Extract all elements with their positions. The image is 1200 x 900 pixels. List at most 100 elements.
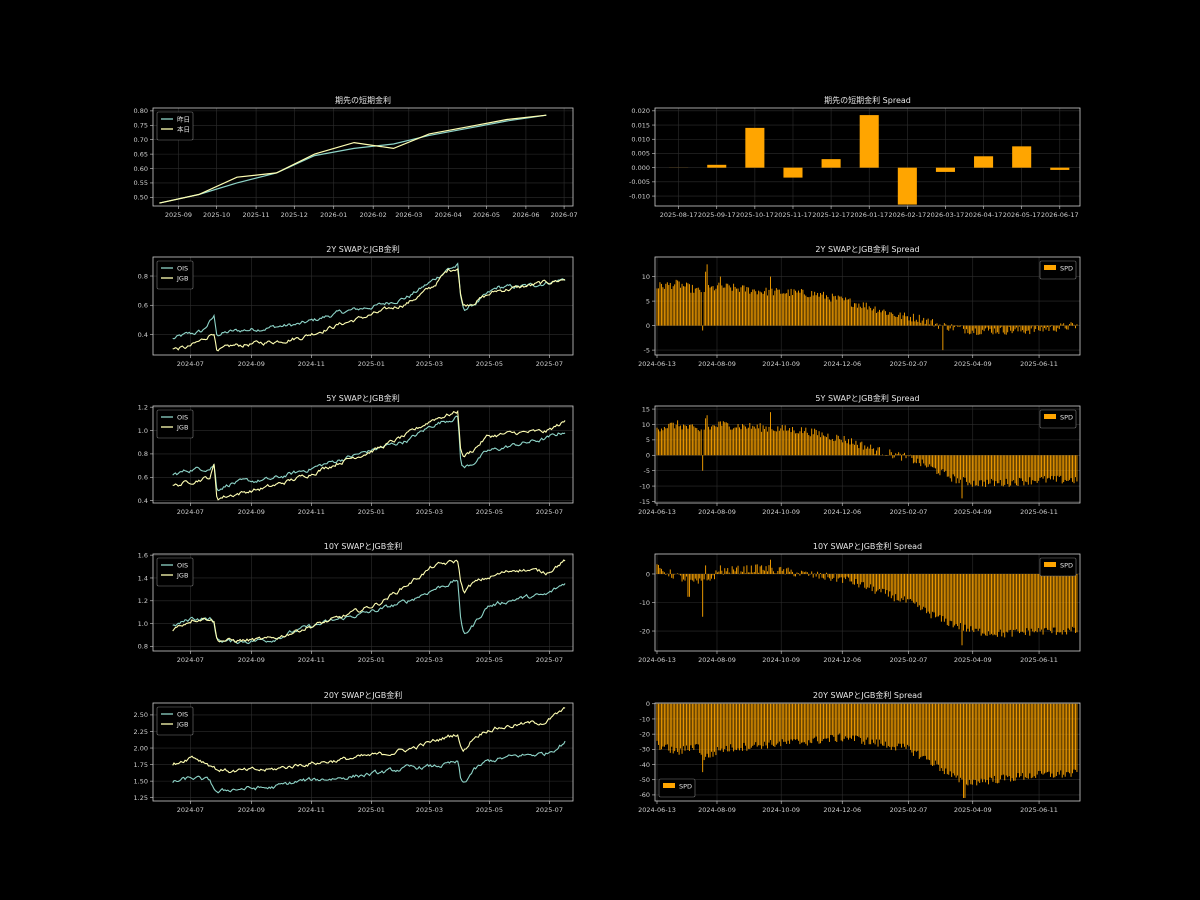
spd-bar-5-11 [672,422,674,456]
spd-bar-7-9 [669,569,671,574]
spd-bar-3-162 [895,316,897,326]
spd-bar-3-53 [734,286,736,326]
spd-bar-5-267 [1049,455,1051,480]
spd-bar-5-3 [660,428,662,456]
bar-1-6 [897,167,917,205]
spd-bar-3-84 [780,293,782,326]
spd-bar-7-272 [1057,573,1059,633]
spd-bar-9-187 [932,703,933,766]
spd-bar-7-93 [793,573,795,577]
spd-bar-3-205 [958,325,960,328]
y-tick-label-8-5: 2.50 [134,711,148,719]
spd-bar-7-108 [815,573,817,577]
spd-bar-3-181 [923,317,925,326]
spd-bar-9-148 [874,703,876,745]
spd-bar-9-161 [893,703,895,748]
bar-1-1 [707,164,727,168]
spd-bar-7-163 [896,573,898,601]
spd-bar-5-25 [693,426,695,456]
spd-bar-7-197 [946,573,948,626]
spd-bar-7-213 [970,573,972,627]
spd-bar-5-130 [848,439,850,456]
spd-bar-5-278 [1066,455,1068,481]
spd-bar-5-70 [759,423,761,456]
legend-label-2-0: OIS [177,264,188,272]
spd-bars-5 [656,412,1078,499]
spd-bar-9-80 [774,703,776,747]
spd-bar-3-37 [711,286,712,326]
spd-bar-9-38 [712,703,714,757]
spd-bar-3-67 [755,291,757,326]
spd-bar-3-275 [1061,324,1063,326]
spd-bar-5-141 [864,445,866,456]
spd-bar-9-268 [1051,703,1053,774]
spd-bar-5-262 [1042,455,1044,479]
spd-bar-3-95 [796,292,798,326]
plot-frame-7 [654,553,1081,652]
y-tick-label-3-0: 10 [642,273,650,281]
spd-bar-9-230 [995,703,997,783]
spd-bar-9-261 [1041,703,1043,774]
spd-bar-9-84 [780,703,782,747]
spd-bar-7-114 [824,573,826,580]
spd-bar-5-242 [1013,455,1015,481]
spd-bar-5-175 [914,455,916,463]
spd-bar-5-238 [1007,455,1009,485]
spd-bar-3-209 [964,325,966,334]
spd-bar-5-43 [719,421,721,456]
spd-bar-3-59 [743,285,745,326]
spd-bar-7-112 [821,573,823,578]
spd-bar-5-204 [957,455,959,479]
spd-bar-3-127 [843,300,845,326]
spd-bar-7-158 [889,573,891,592]
spd-bar-3-144 [868,306,870,326]
spd-bar-9-189 [935,703,936,761]
spd-bar-5-75 [767,431,768,456]
spd-bar-5-129 [846,443,848,456]
spd-bar-3-236 [1004,325,1006,335]
spd-bar-3-128 [845,297,847,326]
spd-bar-3-150 [877,311,879,326]
x-tick-label-5-3: 2024-12-06 [823,508,861,516]
spd-bar-3-215 [973,325,975,334]
spd-bar-9-43 [719,703,721,751]
spd-bar-9-98 [800,703,802,743]
spd-bar-5-134 [853,444,855,456]
x-tick-label-2-2: 2024-11 [298,360,325,368]
spd-bar-3-243 [1014,325,1016,330]
spd-bar-3-105 [811,291,813,326]
spd-bar-9-85 [781,703,783,740]
spd-bar-9-218 [977,703,979,782]
spd-bar-5-211 [967,455,969,486]
bar-1-7 [935,167,955,172]
x-tick-label-1-7: 2026-03-17 [927,211,965,219]
spd-bar-3-12 [674,284,676,326]
spd-bar-9-100 [803,703,805,743]
spd-bar-7-8 [668,573,670,577]
legend-label-4-1: JGB [176,423,188,431]
spd-bar-9-245 [1017,703,1019,774]
spd-bar-3-270 [1054,325,1056,331]
spd-bar-9-5 [663,703,665,747]
spd-bar-3-41 [716,285,718,326]
spd-bar-9-271 [1055,703,1057,776]
spd-bar-9-31 [702,703,704,773]
spd-bar-7-145 [870,573,872,585]
spd-bar-9-27 [696,703,698,745]
spd-bar-7-106 [812,573,814,578]
spd-bar-7-162 [895,573,897,595]
spd-bar-7-84 [780,566,782,574]
spd-bar-9-203 [955,703,957,778]
spd-bar-9-236 [1004,703,1006,781]
spd-bar-3-94 [795,290,796,326]
y-tick-label-5-4: -5 [644,467,650,475]
spd-bar-9-133 [852,703,854,736]
spd-bar-9-149 [876,703,878,740]
spd-bar-7-122 [836,573,838,582]
chart-6: 0.8 1.0 1.2 1.4 1.6 2024-07 2024-09 2024-11 2025… [138,541,574,664]
spd-bar-3-168 [904,312,905,326]
spd-bar-3-50 [730,287,732,326]
spd-bar-9-46 [724,703,726,750]
spd-bar-5-249 [1023,455,1025,486]
x-tick-label-7-2: 2024-10-09 [762,656,800,664]
